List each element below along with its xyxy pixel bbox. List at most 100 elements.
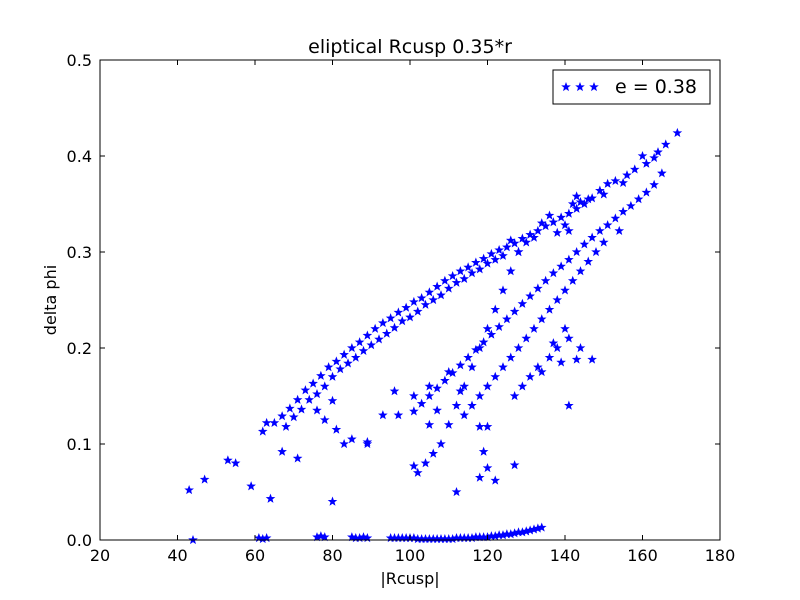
data-point <box>544 210 555 220</box>
data-point <box>385 313 396 323</box>
data-point <box>517 298 528 308</box>
y-axis-label: delta phi <box>41 265 60 335</box>
legend-marker <box>561 81 571 92</box>
data-point <box>490 371 501 381</box>
data-point <box>653 147 663 157</box>
data-point <box>548 338 559 348</box>
data-point <box>443 533 454 544</box>
data-point <box>660 139 671 149</box>
data-point <box>412 467 423 477</box>
data-point <box>319 414 330 425</box>
data-point <box>459 410 470 420</box>
legend-label-series-0: e = 0.38 <box>615 76 697 98</box>
data-point <box>517 233 528 243</box>
data-point <box>498 362 508 372</box>
data-point <box>505 266 516 276</box>
x-tick-label: 180 <box>705 546 736 565</box>
data-point <box>548 268 559 278</box>
x-tick-label: 100 <box>395 546 426 565</box>
data-point <box>633 194 644 204</box>
data-point <box>498 530 508 540</box>
data-point <box>432 405 442 415</box>
data-point <box>269 417 280 427</box>
data-point <box>440 375 450 385</box>
data-point <box>509 306 520 316</box>
data-point <box>246 481 256 491</box>
data-point <box>552 227 563 237</box>
data-point <box>331 424 342 434</box>
data-point <box>583 256 594 266</box>
data-point <box>478 253 489 263</box>
data-point <box>544 352 555 362</box>
data-point <box>552 294 563 305</box>
data-point <box>347 342 357 353</box>
x-tick-label: 140 <box>550 546 581 565</box>
data-point <box>409 461 419 471</box>
data-point <box>533 362 543 372</box>
data-point <box>277 411 287 421</box>
data-point <box>304 394 315 404</box>
data-point <box>482 462 493 473</box>
data-point <box>471 257 481 267</box>
data-point <box>447 270 458 281</box>
data-point <box>370 323 380 333</box>
x-tick-label: 20 <box>90 546 110 565</box>
data-point <box>536 366 547 377</box>
points-layer <box>184 127 683 545</box>
data-point <box>498 250 508 260</box>
data-point <box>420 458 431 468</box>
data-point <box>296 404 307 414</box>
data-point <box>540 275 551 285</box>
data-point <box>474 421 485 431</box>
data-point <box>595 225 605 235</box>
data-point <box>436 438 446 449</box>
data-point <box>533 225 543 235</box>
data-point <box>564 225 574 235</box>
data-point <box>277 446 287 456</box>
data-point <box>285 403 295 413</box>
y-tick-label: 0.2 <box>67 339 92 358</box>
data-point <box>184 485 194 495</box>
data-point <box>583 194 594 204</box>
data-point <box>536 218 547 228</box>
data-point <box>389 322 400 332</box>
data-point <box>649 152 659 163</box>
data-point <box>498 285 508 295</box>
data-point <box>316 370 326 380</box>
data-point <box>327 371 338 381</box>
data-point <box>614 225 625 235</box>
data-point <box>420 299 431 309</box>
data-point <box>389 386 400 396</box>
data-point <box>649 179 659 189</box>
data-point <box>536 522 547 532</box>
data-point <box>424 381 435 391</box>
data-point <box>199 474 210 484</box>
data-point <box>300 385 311 395</box>
data-point <box>374 334 384 344</box>
data-point <box>428 533 439 544</box>
legend-marker <box>575 81 585 92</box>
y-tick-label: 0.5 <box>67 51 92 70</box>
data-point <box>564 208 574 218</box>
x-tick-label: 160 <box>627 546 658 565</box>
data-point <box>428 448 439 458</box>
data-point <box>533 283 543 293</box>
x-tick-label: 40 <box>167 546 187 565</box>
data-point <box>598 237 609 247</box>
data-point <box>331 356 342 366</box>
data-point <box>556 261 566 271</box>
data-point <box>622 170 632 180</box>
data-point <box>312 389 322 399</box>
data-point <box>490 475 501 485</box>
data-point <box>459 381 470 391</box>
data-point <box>343 358 353 368</box>
data-point <box>467 362 477 372</box>
data-point <box>451 400 462 410</box>
data-point <box>416 293 427 303</box>
chart-title: eliptical Rcusp 0.35*r <box>308 36 512 58</box>
data-point <box>474 390 485 401</box>
data-point <box>358 532 369 542</box>
data-point <box>591 246 601 257</box>
data-point <box>548 217 559 227</box>
data-point <box>257 426 268 436</box>
